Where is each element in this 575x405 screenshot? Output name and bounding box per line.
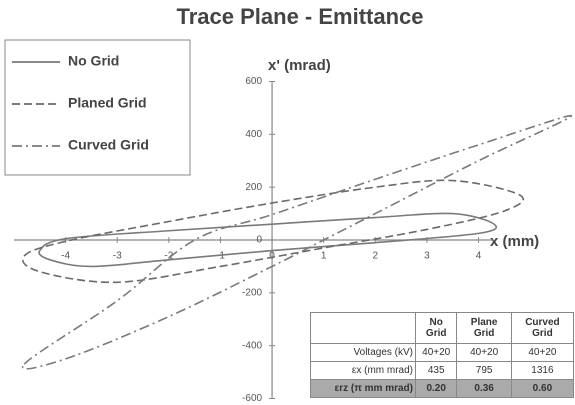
value-cell: 1316 xyxy=(510,361,575,380)
value-cell: 0.60 xyxy=(510,379,575,398)
legend-label: Curved Grid xyxy=(68,137,149,153)
x-axis-label: x (mm) xyxy=(490,233,539,250)
x-tick-label: 3 xyxy=(424,251,430,262)
table-row: εx (mm mrad) 435 795 1316 xyxy=(310,361,575,380)
x-tick-label: -4 xyxy=(61,251,70,262)
y-tick-label: -400 xyxy=(242,340,262,351)
chart-title: Trace Plane - Emittance xyxy=(177,4,424,29)
x-tick-label: 4 xyxy=(476,251,482,262)
y-tick-label: -200 xyxy=(242,287,262,298)
value-cell: 0.36 xyxy=(456,379,512,398)
table-row: εrz (π mm mrad) 0.20 0.36 0.60 xyxy=(310,379,575,398)
emittance-table: No Grid Plane Grid Curved Grid Voltages (k… xyxy=(310,312,575,398)
corner-cell xyxy=(310,312,416,344)
header-cell: Plane Grid xyxy=(456,312,512,344)
value-cell: 40+20 xyxy=(414,343,458,362)
legend-label: No Grid xyxy=(68,53,119,69)
row-label: εx (mm mrad) xyxy=(310,361,416,380)
x-tick-label: 1 xyxy=(321,251,327,262)
row-label: εrz (π mm mrad) xyxy=(310,379,416,398)
x-tick-label: -1 xyxy=(216,251,225,262)
header-cell: Curved Grid xyxy=(510,312,575,344)
y-tick-label: 0 xyxy=(257,235,263,246)
value-cell: 40+20 xyxy=(456,343,512,362)
x-tick-label: -2 xyxy=(164,251,173,262)
value-cell: 795 xyxy=(456,361,512,380)
y-tick-label: -600 xyxy=(242,393,262,404)
table-row: Voltages (kV) 40+20 40+20 40+20 xyxy=(310,343,575,362)
y-axis-label: x' (mrad) xyxy=(268,57,331,74)
value-cell: 0.20 xyxy=(414,379,458,398)
y-tick-label: 400 xyxy=(245,129,262,140)
header-cell: No Grid xyxy=(414,312,458,344)
y-tick-label: 200 xyxy=(245,182,262,193)
emittance-curve xyxy=(21,179,524,284)
value-cell: 40+20 xyxy=(510,343,575,362)
emittance-curve xyxy=(38,212,498,268)
legend-label: Planed Grid xyxy=(68,95,147,111)
value-cell: 435 xyxy=(414,361,458,380)
y-tick-label: 600 xyxy=(245,76,262,87)
row-label: Voltages (kV) xyxy=(310,343,416,362)
x-tick-label: 0 xyxy=(269,251,275,262)
x-tick-label: 2 xyxy=(373,251,379,262)
x-tick-label: -3 xyxy=(113,251,122,262)
emittance-curve xyxy=(21,114,573,370)
